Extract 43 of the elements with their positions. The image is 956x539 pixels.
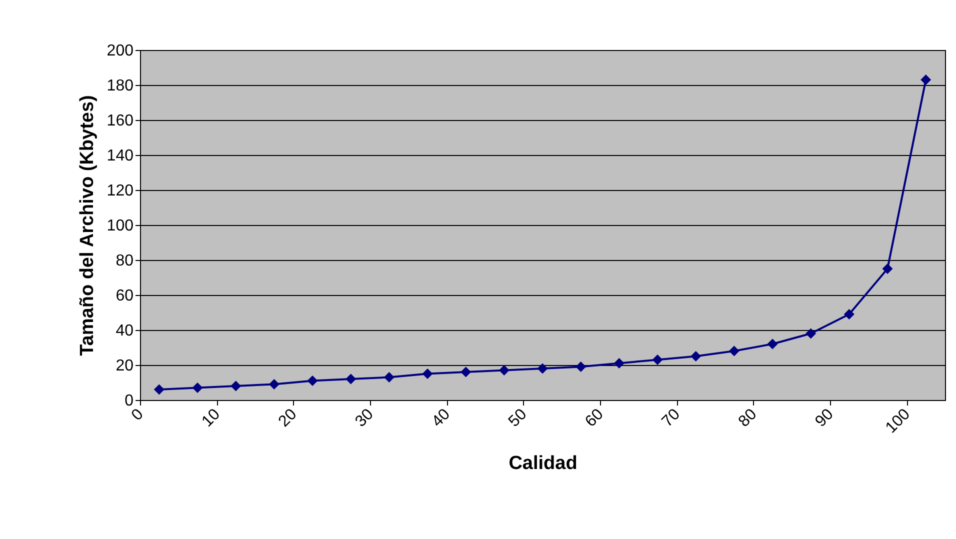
point <box>230 380 242 392</box>
x-tick-label: 100 <box>882 406 914 437</box>
point <box>728 346 740 356</box>
y-tick-label: 200 <box>106 42 134 60</box>
point <box>384 372 394 382</box>
y-tick-label: 80 <box>116 252 134 270</box>
point <box>460 366 472 378</box>
point <box>576 362 586 372</box>
y-tick-label: 40 <box>116 322 134 340</box>
point <box>844 309 854 320</box>
point <box>614 358 624 368</box>
y-tick-label: 20 <box>116 358 134 374</box>
point <box>422 368 433 379</box>
point <box>307 376 318 386</box>
point <box>537 363 548 374</box>
y-tick-label: 100 <box>106 218 134 234</box>
point <box>882 264 893 274</box>
y-axis-title: Tamaño del Archivo (Kbytes) <box>76 95 98 356</box>
point <box>920 74 932 85</box>
point <box>690 351 702 362</box>
point <box>346 374 356 384</box>
x-tick-label: 80 <box>736 406 760 430</box>
x-tick-label: 30 <box>352 406 377 430</box>
x-tick-label: 60 <box>582 406 607 430</box>
x-tick-label: 50 <box>506 406 530 430</box>
x-tick-label: 70 <box>658 406 684 430</box>
y-tick-label: 140 <box>106 148 134 164</box>
y-tick-label: 120 <box>106 182 134 200</box>
x-tick-label: 90 <box>812 406 837 430</box>
point <box>498 365 510 376</box>
x-tick-label: 10 <box>198 406 224 430</box>
point <box>767 338 778 350</box>
point <box>806 328 816 339</box>
point <box>154 384 164 395</box>
x-axis-title: Calidad <box>508 453 578 474</box>
point <box>192 382 203 393</box>
point <box>652 354 663 365</box>
x-tick-label: 20 <box>276 406 300 430</box>
y-tick-label: 60 <box>116 288 134 304</box>
y-tick-label: 160 <box>106 112 134 130</box>
y-tick-label: 180 <box>106 78 134 94</box>
x-tick-label: 40 <box>428 406 454 430</box>
point <box>268 379 280 390</box>
